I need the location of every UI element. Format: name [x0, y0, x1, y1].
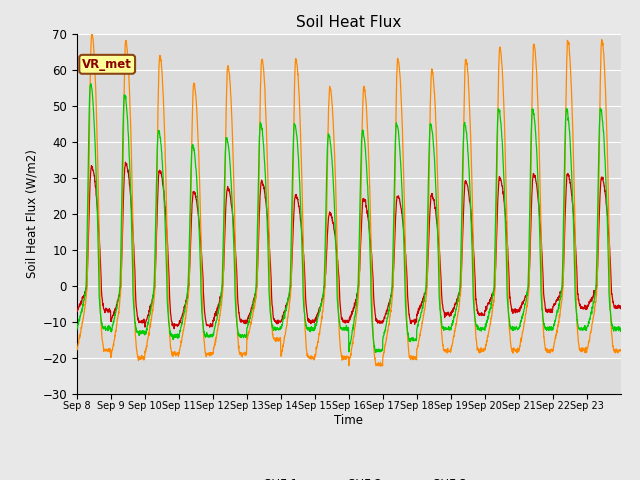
Title: Soil Heat Flux: Soil Heat Flux	[296, 15, 401, 30]
Text: VR_met: VR_met	[82, 58, 132, 71]
Legend: SHF 1, SHF 2, SHF 3: SHF 1, SHF 2, SHF 3	[226, 473, 472, 480]
X-axis label: Time: Time	[334, 414, 364, 427]
Y-axis label: Soil Heat Flux (W/m2): Soil Heat Flux (W/m2)	[25, 149, 38, 278]
